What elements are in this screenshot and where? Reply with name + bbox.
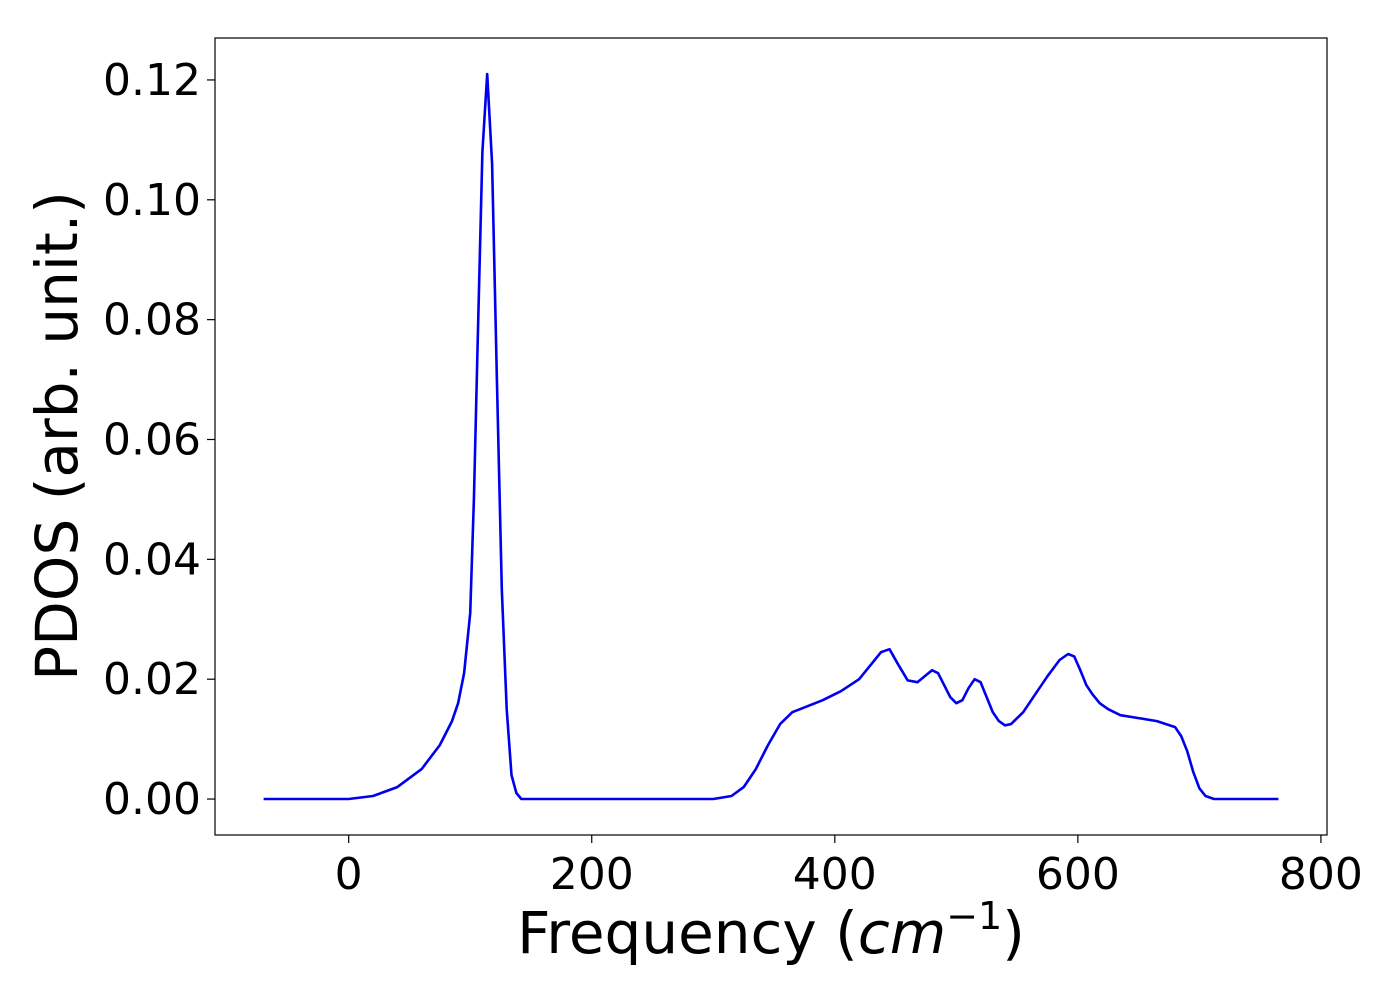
y-tick-label: 0.10 bbox=[103, 175, 201, 226]
y-tick-label: 0.12 bbox=[103, 55, 201, 106]
plot-frame bbox=[214, 37, 1328, 836]
x-tick-label: 200 bbox=[550, 849, 634, 900]
y-axis-ticks: 0.00 0.02 0.04 0.06 0.08 0.10 0.12 bbox=[103, 55, 215, 825]
y-axis-label: PDOS (arb. unit.) bbox=[23, 191, 91, 681]
x-axis-ticks: 0 200 400 600 800 bbox=[335, 835, 1363, 900]
x-axis-label-unit-exponent: −1 bbox=[946, 894, 1002, 938]
y-tick-label: 0.08 bbox=[103, 295, 201, 346]
y-tick-label: 0.06 bbox=[103, 414, 201, 465]
y-tick-label: 0.00 bbox=[103, 774, 201, 825]
x-tick-label: 0 bbox=[335, 849, 363, 900]
x-tick-label: 400 bbox=[793, 849, 877, 900]
x-tick-label: 800 bbox=[1279, 849, 1363, 900]
y-tick-label: 0.04 bbox=[103, 534, 201, 585]
y-tick-label: 0.02 bbox=[103, 654, 201, 705]
x-axis-label-text: Frequency bbox=[517, 899, 817, 967]
x-axis-label: Frequency (cm−1) bbox=[517, 894, 1025, 967]
series-layer bbox=[263, 72, 1279, 801]
series-line bbox=[263, 72, 1279, 801]
x-tick-label: 600 bbox=[1036, 849, 1120, 900]
x-axis-label-unit: cm bbox=[858, 899, 946, 967]
